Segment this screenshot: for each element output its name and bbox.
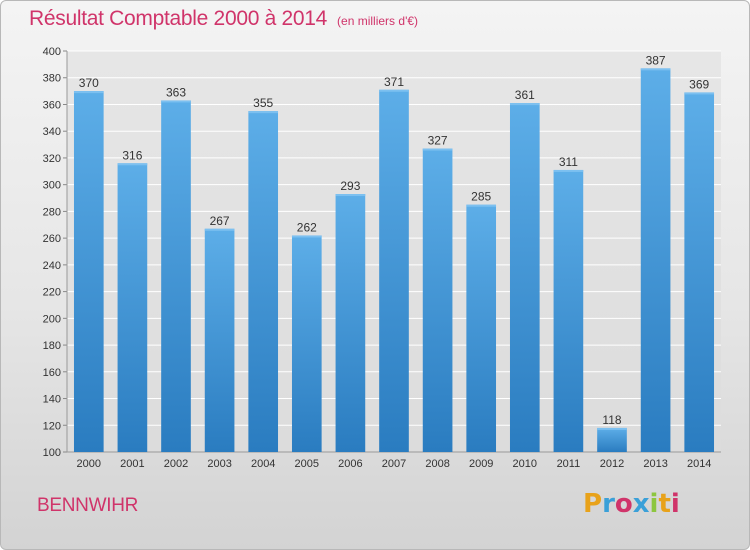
data-label: 262: [297, 220, 317, 234]
x-tick-label: 2012: [600, 458, 624, 470]
y-tick-label: 380: [43, 73, 61, 85]
y-tick-label: 180: [43, 340, 61, 352]
data-label: 370: [79, 76, 99, 90]
data-label: 387: [646, 53, 666, 67]
data-label: 118: [602, 413, 621, 427]
bar-highlight: [553, 169, 584, 172]
x-tick-label: 2001: [120, 458, 144, 470]
bar: [553, 169, 584, 453]
bar: [161, 100, 191, 452]
bar: [204, 228, 235, 452]
bar: [509, 103, 540, 452]
data-label: 369: [689, 77, 709, 91]
data-label: 285: [471, 190, 491, 204]
bar-highlight: [597, 427, 627, 430]
x-tick-label: 2008: [425, 458, 449, 470]
bar: [73, 91, 104, 452]
bar-highlight: [248, 111, 279, 114]
bar-highlight: [204, 228, 235, 231]
bar: [248, 111, 279, 453]
logo-letter: o: [614, 489, 633, 519]
data-label: 327: [428, 134, 448, 148]
y-tick-label: 320: [43, 153, 61, 165]
bar: [291, 235, 322, 452]
data-label: 267: [210, 214, 230, 228]
bar: [684, 92, 715, 452]
logo-letter: P: [583, 489, 603, 519]
bar: [335, 194, 366, 453]
bar: [466, 204, 497, 452]
data-label: 293: [340, 179, 360, 193]
y-tick-label: 240: [43, 260, 61, 272]
bar-highlight: [466, 204, 497, 207]
x-tick-label: 2007: [382, 458, 406, 470]
y-tick-label: 140: [43, 394, 61, 406]
bar-highlight: [379, 89, 409, 92]
bar: [117, 163, 148, 452]
y-tick-label: 280: [43, 206, 61, 218]
y-axis-ticks: 100 120 140 160 180 200 220 240 260 280 300 320 340 3…: [43, 46, 721, 459]
x-tick-label: 2014: [687, 458, 711, 470]
x-tick-label: 2002: [164, 458, 188, 470]
bar-highlight: [422, 148, 453, 151]
x-axis-ticks: 2000 2001 2002 2003 2004 2005 2006 2007 2008 2009…: [77, 458, 712, 470]
data-label: 311: [559, 155, 578, 169]
bar-highlight: [640, 68, 671, 71]
logo-letter: t: [658, 489, 671, 519]
title-row: Résultat Comptable 2000 à 2014 (en millie…: [29, 7, 418, 31]
data-label: 316: [122, 148, 142, 162]
logo-letter: x: [632, 489, 650, 519]
bars: 370 316 363 267 355 262 293 371 327 285 361 311 118 3…: [73, 53, 715, 453]
y-tick-label: 340: [43, 126, 61, 138]
y-tick-label: 160: [43, 367, 61, 379]
bar: [379, 89, 409, 452]
y-tick-label: 120: [43, 420, 61, 432]
x-tick-label: 2005: [295, 458, 319, 470]
x-tick-label: 2000: [77, 458, 101, 470]
bar-highlight: [291, 235, 322, 238]
x-tick-label: 2003: [207, 458, 231, 470]
bar: [597, 427, 627, 452]
bar-highlight: [684, 92, 715, 95]
y-tick-label: 360: [43, 99, 61, 111]
y-tick-label: 260: [43, 233, 61, 245]
y-tick-label: 220: [43, 287, 61, 299]
x-tick-label: 2013: [643, 458, 667, 470]
bar: [422, 148, 453, 452]
logo-letter: i: [670, 489, 680, 519]
chart-subtitle: (en milliers d'€): [337, 14, 419, 28]
data-label: 355: [253, 96, 273, 110]
bar-highlight: [335, 194, 366, 197]
y-tick-label: 400: [43, 46, 61, 58]
bar-highlight: [161, 100, 191, 103]
y-tick-label: 100: [43, 447, 61, 459]
chart-title: Résultat Comptable 2000 à 2014: [29, 7, 328, 30]
y-tick-label: 300: [43, 180, 61, 192]
commune-name: BENNWIHR: [37, 495, 139, 516]
data-label: 371: [384, 75, 404, 89]
logo-letter: r: [602, 489, 615, 519]
x-tick-label: 2011: [557, 458, 581, 470]
x-tick-label: 2006: [338, 458, 362, 470]
proxiti-logo: Proxiti: [583, 489, 680, 519]
logo-letter: i: [649, 489, 659, 519]
bar-highlight: [73, 91, 104, 94]
x-tick-label: 2010: [513, 458, 537, 470]
bar-highlight: [117, 163, 148, 166]
data-label: 363: [166, 85, 186, 99]
y-tick-label: 200: [43, 313, 61, 325]
bar: [640, 68, 671, 453]
data-label: 361: [515, 88, 535, 102]
x-tick-label: 2004: [251, 458, 275, 470]
x-tick-label: 2009: [469, 458, 493, 470]
bar-highlight: [509, 103, 540, 106]
